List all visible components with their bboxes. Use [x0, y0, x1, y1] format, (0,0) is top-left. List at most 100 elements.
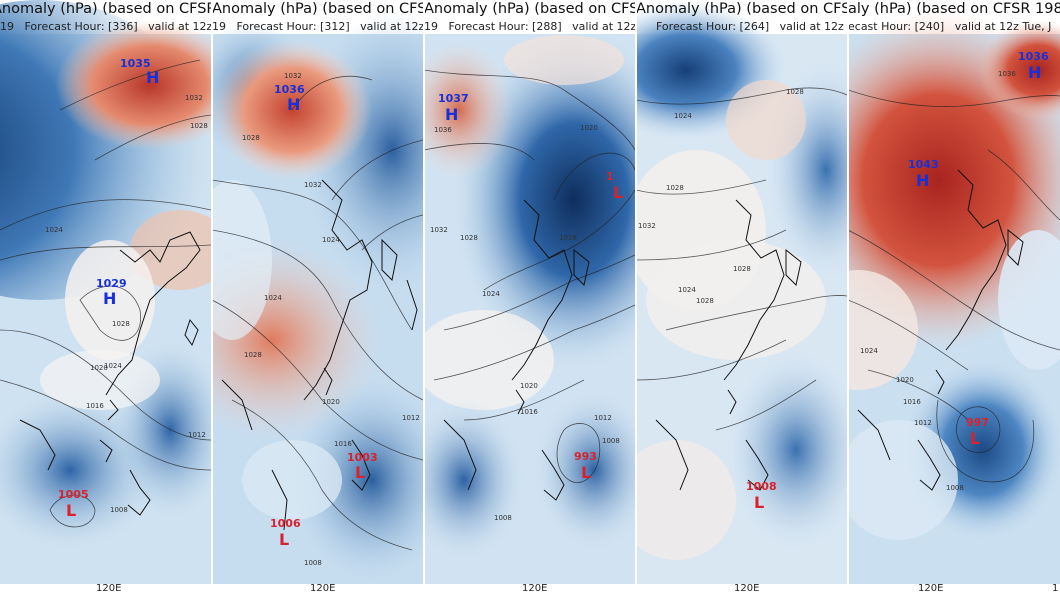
forecast-panel-336: 1032 1028 1024 1020 1016 1012 1008 1028 … — [0, 0, 211, 596]
panel-prefix: 19 — [0, 20, 14, 33]
contour-label: 1020 — [520, 382, 538, 390]
high-pressure-marker: H — [146, 68, 159, 87]
contour-label: 1032 — [304, 181, 322, 189]
low-pressure-marker: L — [613, 183, 623, 202]
pressure-value: 993 — [574, 450, 597, 463]
contour-label: 1008 — [304, 559, 322, 567]
contour-label: 1020 — [580, 124, 598, 132]
pressure-value: 1003 — [347, 451, 378, 464]
edge-longitude-label: 1 — [1052, 583, 1059, 594]
contour-label: 1028 — [460, 234, 478, 242]
contour-label: 1008 — [110, 506, 128, 514]
pressure-value: 1035 — [120, 57, 151, 70]
contour-label: 1036 — [434, 126, 452, 134]
valid-time: valid at 12z — [779, 20, 844, 33]
contour-label: 1024 — [264, 294, 282, 302]
anomaly-map: 1036 1032 1020 1028 1016 1024 1020 1016 … — [424, 30, 635, 584]
forecast-hour: Forecast Hour: [288] — [448, 20, 562, 33]
anomaly-map: 1032 1028 1024 1020 1016 1012 1008 1028 … — [0, 0, 211, 584]
low-pressure-marker: L — [279, 530, 289, 549]
panel-prefix: 19 — [212, 20, 226, 33]
pressure-value: 1029 — [96, 277, 127, 290]
contour-label: 1024 — [45, 226, 63, 234]
anomaly-map: 1036 1024 1020 1016 1012 1008 1036 H 104… — [848, 10, 1060, 584]
contour-label: 1012 — [914, 419, 932, 427]
pressure-value: 1005 — [58, 488, 89, 501]
valid-time: valid at 12z — [572, 20, 635, 33]
forecast-hour: ecast Hour: [240] — [848, 20, 945, 33]
high-pressure-marker: H — [103, 289, 116, 308]
contour-label: 1028 — [696, 297, 714, 305]
contour-label: 1028 — [786, 88, 804, 96]
low-pressure-marker: L — [581, 463, 591, 482]
contour-label: 1016 — [559, 234, 577, 242]
contour-label: 1032 — [185, 94, 203, 102]
panel-subtitle: 19 Forecast Hour: [312] valid at 12z — [212, 19, 423, 34]
forecast-panel-312: 1032 1028 1032 1024 1028 1020 1024 1016 … — [212, 0, 423, 596]
longitude-label: 120E — [522, 583, 548, 594]
contour-label: 1028 — [190, 122, 208, 130]
panel-subtitle: 19 Forecast Hour: [336] valid at 12z — [0, 19, 211, 34]
panel-title: Anomaly (hPa) (based on CFSR 1 — [212, 1, 423, 17]
contour-label: 1016 — [520, 408, 538, 416]
pressure-value: 1036 — [274, 83, 305, 96]
panel-prefix: 19 — [424, 20, 438, 33]
high-pressure-marker: H — [916, 171, 929, 190]
contour-label: 1028 — [112, 320, 130, 328]
contour-label: 1028 — [242, 134, 260, 142]
pressure-value: 1006 — [270, 517, 301, 530]
longitude-label: 120E — [918, 583, 944, 594]
contour-label: 1020 — [322, 398, 340, 406]
panel-title: Anomaly (hPa) (based on CFSR 1 — [636, 1, 847, 17]
contour-label: 1008 — [494, 514, 512, 522]
forecast-hour: Forecast Hour: [312] — [236, 20, 350, 33]
low-pressure-marker: L — [355, 463, 365, 482]
forecast-panel-240: 1036 1024 1020 1016 1012 1008 1036 H 104… — [848, 0, 1060, 596]
contour-label: 1024 — [322, 236, 340, 244]
panel-divider — [847, 0, 849, 596]
panel-subtitle: 19 Forecast Hour: [288] valid at 12z — [424, 19, 635, 34]
anomaly-map: 1032 1028 1032 1024 1028 1020 1024 1016 … — [212, 10, 423, 584]
pressure-value: 1043 — [908, 158, 939, 171]
panel-subtitle: Forecast Hour: [264] valid at 12z — [656, 19, 844, 34]
panel-title: Anomaly (hPa) (based on CFSR 1 — [424, 1, 635, 17]
panel-title: aly (hPa) (based on CFSR 1981-2 — [848, 1, 1060, 17]
contour-label: 1024 — [860, 347, 878, 355]
contour-label: 1016 — [903, 398, 921, 406]
contour-label: 1036 — [998, 70, 1016, 78]
contour-label: 1024 — [674, 112, 692, 120]
panel-divider — [211, 0, 213, 596]
contour-label: 1024 — [104, 362, 122, 370]
panel-title: Anomaly (hPa) (based on CFSR 1 — [0, 1, 211, 17]
contour-label: 1028 — [244, 351, 262, 359]
valid-time: valid at 12z — [148, 20, 211, 33]
contour-label: 1008 — [602, 437, 620, 445]
forecast-panel-264: 1028 1024 1032 1028 1028 1024 1028 1008 … — [636, 0, 847, 596]
pressure-value: 1036 — [1018, 50, 1049, 63]
contour-label: 1016 — [86, 402, 104, 410]
low-pressure-marker: L — [970, 429, 980, 448]
high-pressure-marker: H — [287, 95, 300, 114]
pressure-value: 997 — [966, 416, 989, 429]
contour-label: 1012 — [594, 414, 612, 422]
valid-time: valid at 12z — [360, 20, 423, 33]
anomaly-map: 1028 1024 1032 1028 1028 1024 1028 1008 … — [636, 0, 847, 584]
contour-label: 1024 — [482, 290, 500, 298]
longitude-label: 120E — [96, 583, 122, 594]
contour-label: 1012 — [188, 431, 206, 439]
high-pressure-marker: H — [1028, 63, 1041, 82]
low-pressure-marker: L — [754, 493, 764, 512]
forecast-panel-288: 1036 1032 1020 1028 1016 1024 1020 1016 … — [424, 0, 635, 596]
contour-label: 1028 — [666, 184, 684, 192]
contour-label: 1008 — [946, 484, 964, 492]
longitude-label: 120E — [310, 583, 336, 594]
contour-label: 1024 — [678, 286, 696, 294]
contour-label: 1032 — [284, 72, 302, 80]
contour-label: 1032 — [430, 226, 448, 234]
contour-label: 1020 — [90, 364, 108, 372]
contour-label: 1032 — [638, 222, 656, 230]
forecast-hour: Forecast Hour: [336] — [24, 20, 138, 33]
pressure-value: 1037 — [438, 92, 469, 105]
pressure-value: 1008 — [746, 480, 777, 493]
